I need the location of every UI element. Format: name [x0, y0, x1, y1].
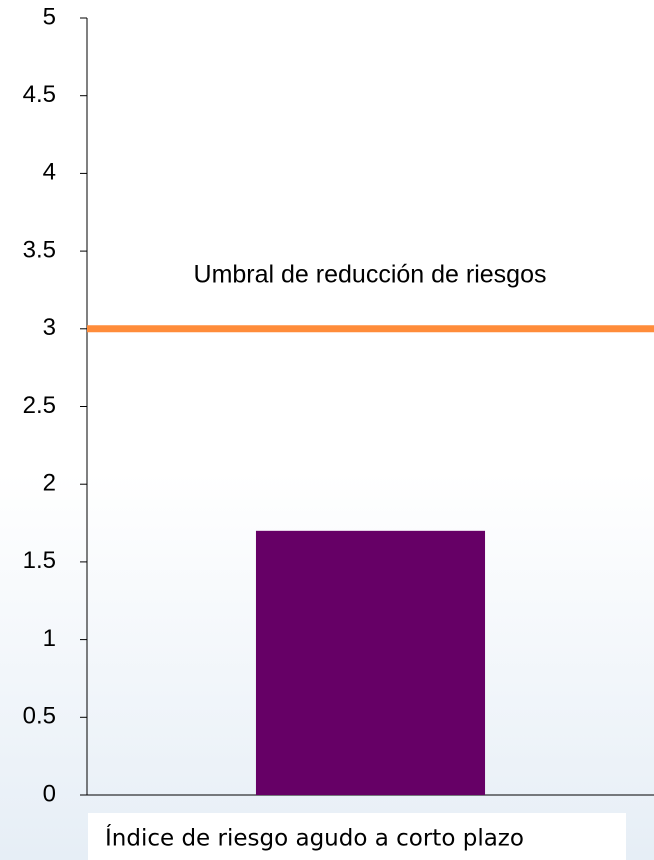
threshold-label: Umbral de reducción de riesgos — [194, 261, 547, 289]
bar — [255, 530, 486, 795]
y-tick-label: 1.5 — [23, 547, 56, 574]
y-tick-label: 0.5 — [23, 703, 56, 730]
y-tick-label: 3 — [43, 314, 56, 341]
y-tick-label: 0 — [43, 780, 56, 807]
y-tick-label: 5 — [43, 3, 56, 30]
y-tick-label: 3.5 — [23, 236, 56, 263]
y-tick-label: 4.5 — [23, 81, 56, 108]
y-tick-label: 4 — [43, 159, 56, 186]
y-tick-label: 2.5 — [23, 392, 56, 419]
x-tick-label: Índice de riesgo agudo a corto plazo — [105, 824, 524, 852]
category-box — [88, 813, 626, 860]
y-tick-label: 2 — [43, 470, 56, 497]
y-tick-label: 1 — [43, 625, 56, 652]
